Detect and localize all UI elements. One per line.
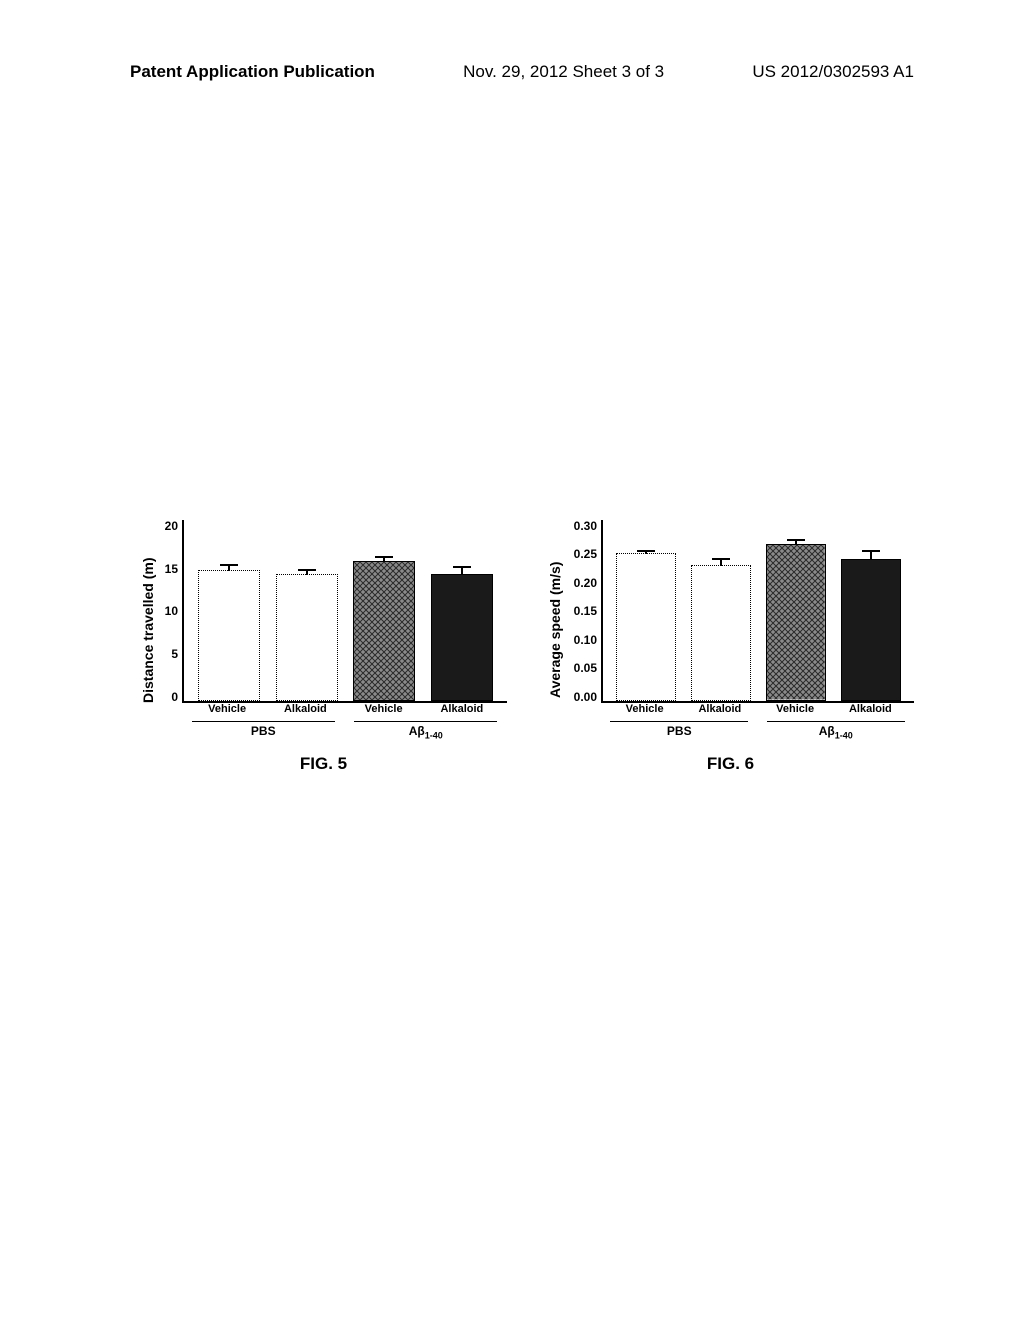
figure-5: Distance travelled (m) 20151050 VehicleA… [140,520,507,774]
fig6-group-pbs: PBS [610,721,748,740]
bar [841,520,901,701]
fig6-group-abeta: Aβ1-40 [767,721,905,740]
fig6-label: FIG. 6 [707,754,754,774]
page-header: Patent Application Publication Nov. 29, … [0,62,1024,82]
header-right: US 2012/0302593 A1 [752,62,914,82]
fig5-group-abeta: Aβ1-40 [354,721,497,740]
fig5-y-label: Distance travelled (m) [140,520,156,740]
fig6-plot [601,520,914,703]
fig5-plot [182,520,507,703]
fig5-label: FIG. 5 [300,754,347,774]
bar [616,520,676,701]
bar [198,520,260,701]
fig6-y-label: Average speed (m/s) [547,520,563,740]
bar [353,520,415,701]
header-center: Nov. 29, 2012 Sheet 3 of 3 [463,62,664,82]
fig5-group-pbs: PBS [192,721,335,740]
fig5-groups: PBS Aβ1-40 [182,721,507,740]
bar [431,520,493,701]
figure-6: Average speed (m/s) 0.300.250.200.150.10… [547,520,914,774]
fig6-groups: PBS Aβ1-40 [601,721,914,740]
fig5-y-axis: 20151050 [160,520,182,703]
header-left: Patent Application Publication [130,62,375,82]
charts-container: Distance travelled (m) 20151050 VehicleA… [140,520,914,774]
fig6-y-axis: 0.300.250.200.150.100.050.00 [567,520,601,703]
fig6-x-ticks: VehicleAlkaloidVehicleAlkaloid [601,703,914,715]
fig5-x-ticks: VehicleAlkaloidVehicleAlkaloid [182,703,507,715]
bar [276,520,338,701]
bar [691,520,751,701]
bar [766,520,826,701]
